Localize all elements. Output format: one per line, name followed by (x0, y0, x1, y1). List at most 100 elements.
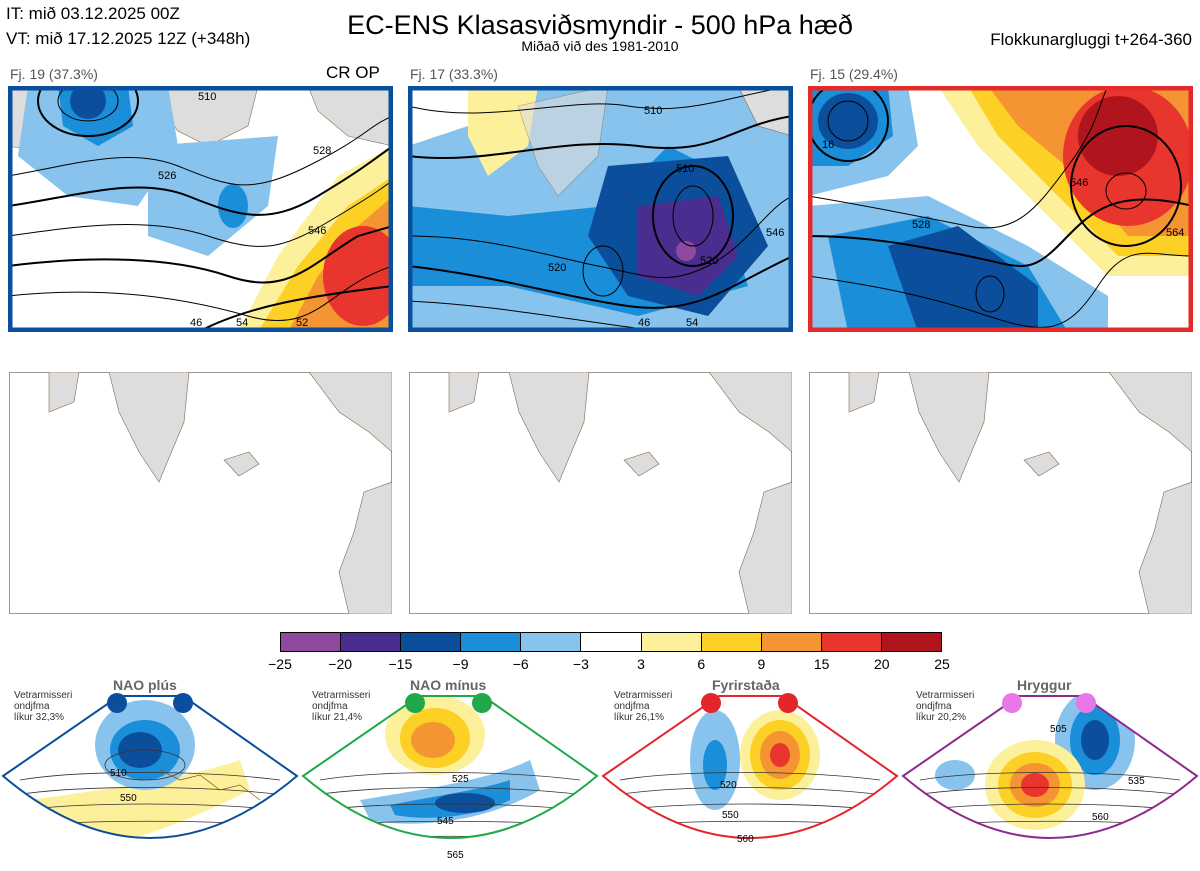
regime-4-frame (901, 695, 1199, 839)
cluster-3-label: Fj. 15 (29.4%) (810, 66, 898, 82)
colorbar-segment (820, 633, 881, 651)
page-subtitle: Miðað við des 1981-2010 (521, 38, 679, 54)
cluster-1-map: 510 526 528 546 46 54 52 (8, 86, 393, 332)
colorbar-tick-label: −6 (512, 656, 529, 672)
anomaly-shading (18, 86, 393, 332)
colorbar-segment (880, 633, 942, 651)
contour-label: 510 (644, 105, 662, 117)
contour-label: 528 (313, 145, 331, 157)
colorbar-tick-label: −25 (268, 656, 292, 672)
contour-label: 520 (700, 255, 718, 267)
empty-map-3 (809, 372, 1192, 614)
cluster-2-map: 510 510 520 520 546 46 54 (408, 86, 793, 332)
contour-label: 54 (686, 317, 698, 329)
regime-4-dot-right (1076, 693, 1096, 713)
colorbar-segment (640, 633, 701, 651)
contour-label: 550 (120, 793, 137, 804)
classification-window: Flokkunargluggi t+264-360 (990, 30, 1192, 49)
contour-label: 546 (1070, 177, 1088, 189)
contour-label: 52 (296, 317, 308, 329)
cluster-1-label: Fj. 19 (37.3%) (10, 66, 98, 82)
regime-1-map: 510 550 (1, 695, 299, 839)
contour-label: 560 (737, 834, 754, 845)
height-contours (408, 86, 793, 332)
colorbar-segment (520, 633, 581, 651)
colorbar-segment (400, 633, 461, 651)
contour-label: 510 (676, 163, 694, 175)
contour-label: 520 (720, 780, 737, 791)
contour-label: 528 (912, 219, 930, 231)
init-time: IT: mið 03.12.2025 00Z (6, 4, 180, 23)
regime-4-dot-left (1002, 693, 1022, 713)
contour-label: 16 (822, 139, 834, 151)
regime-2-title: NAO mínus (410, 677, 487, 693)
contour-label: 546 (308, 225, 326, 237)
colorbar-segment (700, 633, 761, 651)
regime-1-title: NAO plús (113, 677, 177, 693)
height-contours (8, 86, 393, 332)
height-contours (808, 86, 1193, 328)
regime-3-frame (601, 695, 899, 839)
contour-label: 46 (190, 317, 202, 329)
regime-4-title: Hryggur (1017, 677, 1072, 693)
regime-2-note: Vetrarmisseri ondjfma líkur 21,4% (312, 690, 371, 723)
cluster-2-label: Fj. 17 (33.3%) (410, 66, 498, 82)
contour-label: 564 (1166, 227, 1184, 239)
cluster-1-tag: CR OP (326, 63, 380, 82)
regime-1-dot-left (107, 693, 127, 713)
contour-label: 526 (158, 170, 176, 182)
contour-label: 545 (437, 816, 454, 827)
empty-map-1 (9, 372, 392, 614)
colorbar-segment (340, 633, 401, 651)
regime-2-map: 525 545 565 (301, 695, 599, 861)
cluster-3-frame (808, 86, 1193, 332)
colorbar-segment (281, 633, 341, 651)
contour-label: 510 (198, 91, 216, 103)
regime-2-dot-right (472, 693, 492, 713)
regime-2-frame (301, 695, 599, 839)
colorbar-tick-label: 6 (697, 656, 706, 672)
colorbar-tick-label: 3 (637, 656, 645, 672)
regime-3-dot-left (701, 693, 721, 713)
regime-2-dot-left (405, 693, 425, 713)
cluster-1-frame (8, 86, 393, 332)
contour-label: 525 (452, 774, 469, 785)
contour-label: 560 (1092, 812, 1109, 823)
contour-label: 54 (236, 317, 248, 329)
contour-label: 505 (1050, 724, 1067, 735)
colorbar-tick-label: −15 (388, 656, 413, 672)
anomaly-colorbar (280, 632, 942, 652)
colorbar-segment (580, 633, 641, 651)
page-title: EC-ENS Klasasviðsmyndir - 500 hPa hæð (347, 10, 853, 40)
regime-3-map: 520 550 560 (601, 695, 899, 845)
colorbar-tick-label: 25 (934, 656, 950, 672)
colorbar-tick-label: −9 (452, 656, 469, 672)
regime-3-note: Vetrarmisseri ondjfma líkur 26,1% (614, 690, 673, 723)
anomaly-shading (808, 86, 1193, 332)
regime-1-dot-right (173, 693, 193, 713)
regime-3-title: Fyrirstaða (712, 677, 780, 693)
contour-label: 46 (638, 317, 650, 329)
regime-1-frame (1, 695, 299, 839)
colorbar-segment (760, 633, 821, 651)
colorbar-tick-label: 15 (813, 656, 830, 672)
valid-time: VT: mið 17.12.2025 12Z (+348h) (6, 29, 251, 48)
contour-label: 535 (1128, 776, 1145, 787)
contour-label: 546 (766, 227, 784, 239)
land-masses (517, 86, 793, 197)
contour-label: 520 (548, 262, 566, 274)
contour-label: 565 (447, 850, 464, 861)
regime-3-dot-right (778, 693, 798, 713)
empty-map-2 (409, 372, 792, 614)
regime-4-note: Vetrarmisseri ondjfma líkur 20,2% (916, 690, 975, 723)
regime-1-note: Vetrarmisseri ondjfma líkur 32,3% (14, 690, 73, 723)
colorbar-tick-label: −3 (572, 656, 589, 672)
colorbar-tick-label: 20 (874, 656, 890, 672)
cluster-2-frame (408, 86, 793, 332)
regime-4-map: 505 535 560 (901, 695, 1199, 839)
contour-label: 550 (722, 810, 739, 821)
contour-label: 510 (110, 768, 127, 779)
colorbar-tick-label: 9 (757, 656, 766, 672)
colorbar-segment (460, 633, 521, 651)
colorbar-tick-label: −20 (328, 656, 353, 672)
